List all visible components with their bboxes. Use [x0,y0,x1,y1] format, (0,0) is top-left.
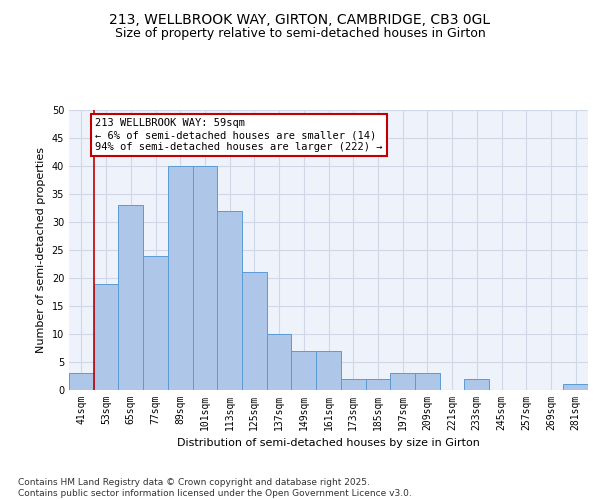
Bar [464,379,489,390]
Bar [365,379,390,390]
Bar [292,351,316,390]
Bar [143,256,168,390]
Text: 213, WELLBROOK WAY, GIRTON, CAMBRIDGE, CB3 0GL: 213, WELLBROOK WAY, GIRTON, CAMBRIDGE, C… [109,12,491,26]
Bar [193,166,217,390]
Text: Contains HM Land Registry data © Crown copyright and database right 2025.
Contai: Contains HM Land Registry data © Crown c… [18,478,412,498]
Bar [267,334,292,390]
Bar [390,373,415,390]
Bar [94,284,118,390]
Bar [118,205,143,390]
Bar [242,272,267,390]
Bar [217,211,242,390]
Text: 213 WELLBROOK WAY: 59sqm
← 6% of semi-detached houses are smaller (14)
94% of se: 213 WELLBROOK WAY: 59sqm ← 6% of semi-de… [95,118,382,152]
Y-axis label: Number of semi-detached properties: Number of semi-detached properties [36,147,46,353]
Bar [415,373,440,390]
Bar [168,166,193,390]
Bar [316,351,341,390]
X-axis label: Distribution of semi-detached houses by size in Girton: Distribution of semi-detached houses by … [177,438,480,448]
Bar [69,373,94,390]
Bar [563,384,588,390]
Bar [341,379,365,390]
Text: Size of property relative to semi-detached houses in Girton: Size of property relative to semi-detach… [115,28,485,40]
